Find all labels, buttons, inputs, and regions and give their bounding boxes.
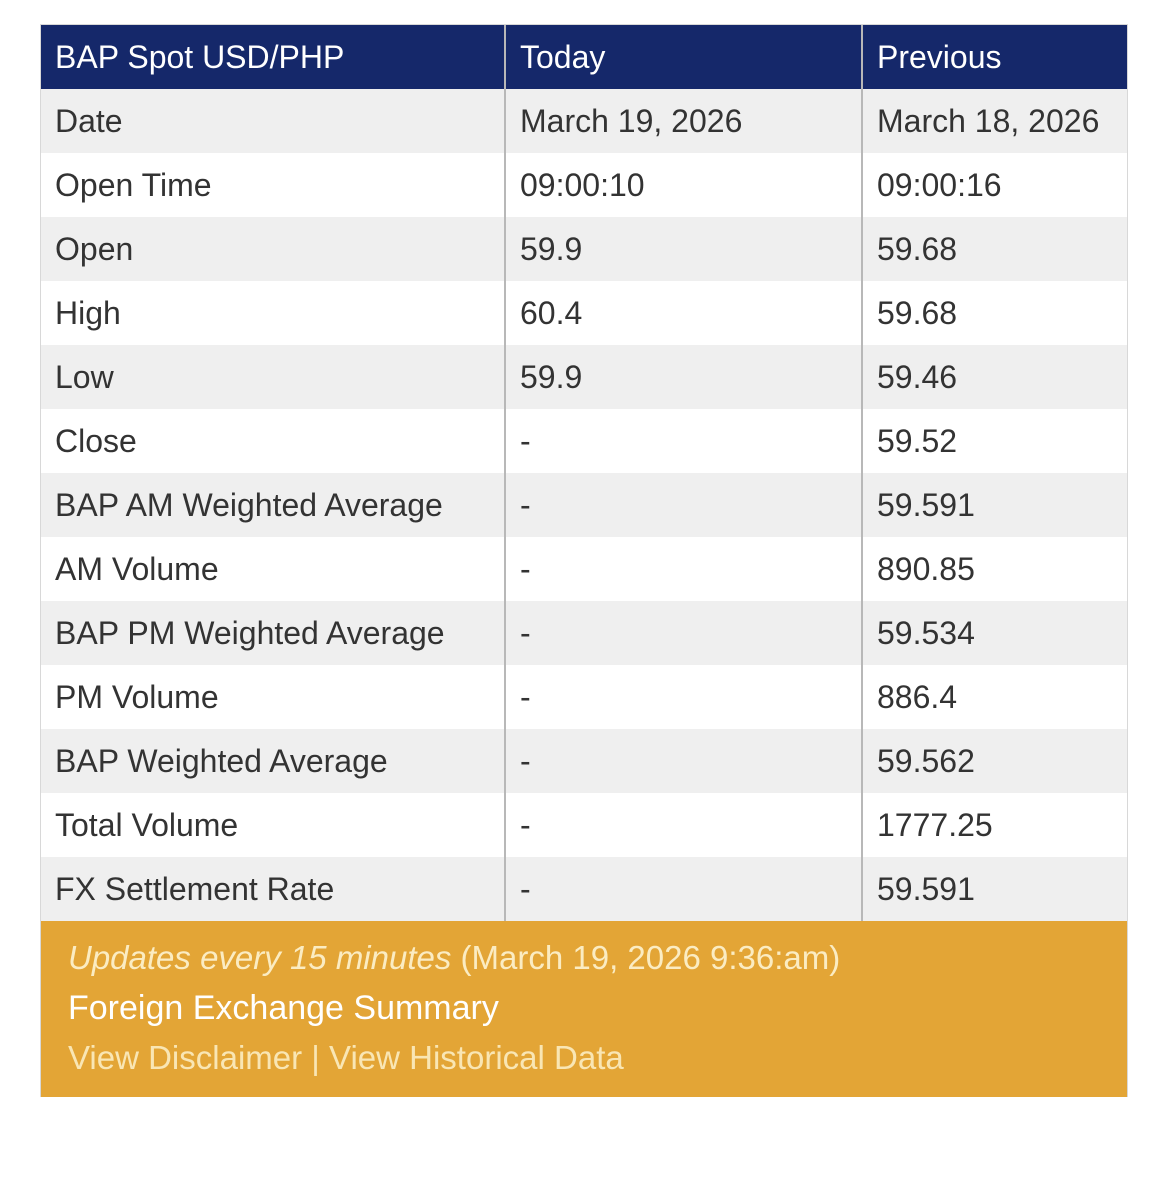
historical-link[interactable]: View Historical Data <box>329 1039 624 1076</box>
row-label: AM Volume <box>41 537 505 601</box>
cell-value: 59.68 <box>861 281 1127 345</box>
row-label: Date <box>41 89 505 153</box>
disclaimer-link[interactable]: View Disclaimer <box>68 1039 303 1076</box>
cell-value: - <box>504 857 862 921</box>
header-cell: Previous <box>861 25 1127 89</box>
row-label: FX Settlement Rate <box>41 857 505 921</box>
cell-value: 59.591 <box>861 857 1127 921</box>
cell-value: 09:00:10 <box>504 153 862 217</box>
update-note: Updates every 15 minutes <box>68 939 452 976</box>
table-row: Close -59.52 <box>41 409 1127 473</box>
summary-link[interactable]: Foreign Exchange Summary <box>68 989 499 1027</box>
table-row: Low 59.9 59.46 <box>41 345 1127 409</box>
timestamp: (March 19, 2026 9:36:am) <box>460 939 841 976</box>
table-row: FX Settlement Rate -59.591 <box>41 857 1127 921</box>
cell-value: 886.4 <box>861 665 1127 729</box>
cell-value: 890.85 <box>861 537 1127 601</box>
cell-value: 1777.25 <box>861 793 1127 857</box>
cell-value: March 18, 2026 <box>861 89 1127 153</box>
table-row: Open 59.9 59.68 <box>41 217 1127 281</box>
cell-value: - <box>504 793 862 857</box>
row-label: Open <box>41 217 505 281</box>
table-row: BAP PM Weighted Average -59.534 <box>41 601 1127 665</box>
cell-value: 59.68 <box>861 217 1127 281</box>
footer: Updates every 15 minutes (March 19, 2026… <box>41 921 1127 1097</box>
cell-value: 59.534 <box>861 601 1127 665</box>
cell-value: 60.4 <box>504 281 862 345</box>
row-label: PM Volume <box>41 665 505 729</box>
header-cell: Today <box>504 25 862 89</box>
table-body: Date March 19, 2026 March 18, 2026 Open Tim… <box>41 89 1127 921</box>
cell-value: - <box>504 473 862 537</box>
cell-value: 59.52 <box>861 409 1127 473</box>
cell-value: 59.9 <box>504 345 862 409</box>
header-cell: BAP Spot USD/PHP <box>41 25 505 89</box>
cell-value: - <box>504 665 862 729</box>
update-line: Updates every 15 minutes (March 19, 2026… <box>68 933 1100 983</box>
table-row: AM Volume -890.85 <box>41 537 1127 601</box>
cell-value: 59.46 <box>861 345 1127 409</box>
cell-value: 59.591 <box>861 473 1127 537</box>
row-label: High <box>41 281 505 345</box>
fx-table: BAP Spot USD/PHP Today Previous Date March … <box>41 25 1127 921</box>
row-label: Total Volume <box>41 793 505 857</box>
table-row: BAP AM Weighted Average -59.591 <box>41 473 1127 537</box>
row-label: BAP PM Weighted Average <box>41 601 505 665</box>
fx-table-widget: BAP Spot USD/PHP Today Previous Date March … <box>40 24 1128 1097</box>
table-row: Total Volume -1777.25 <box>41 793 1127 857</box>
table-row: High 60.4 59.68 <box>41 281 1127 345</box>
row-label: BAP Weighted Average <box>41 729 505 793</box>
cell-value: 09:00:16 <box>861 153 1127 217</box>
cell-value: March 19, 2026 <box>504 89 862 153</box>
row-label: Close <box>41 409 505 473</box>
cell-value: - <box>504 409 862 473</box>
table-row: PM Volume -886.4 <box>41 665 1127 729</box>
cell-value: - <box>504 729 862 793</box>
table-row: Open Time 09:00:10 09:00:16 <box>41 153 1127 217</box>
row-label: Low <box>41 345 505 409</box>
row-label: BAP AM Weighted Average <box>41 473 505 537</box>
cell-value: - <box>504 537 862 601</box>
cell-value: - <box>504 601 862 665</box>
separator: | <box>311 1039 320 1076</box>
header-row: BAP Spot USD/PHP Today Previous <box>41 25 1127 89</box>
table-row: BAP Weighted Average -59.562 <box>41 729 1127 793</box>
cell-value: 59.9 <box>504 217 862 281</box>
cell-value: 59.562 <box>861 729 1127 793</box>
links-line: View Disclaimer | View Historical Data <box>68 1033 1100 1083</box>
row-label: Open Time <box>41 153 505 217</box>
table-row: Date March 19, 2026 March 18, 2026 <box>41 89 1127 153</box>
